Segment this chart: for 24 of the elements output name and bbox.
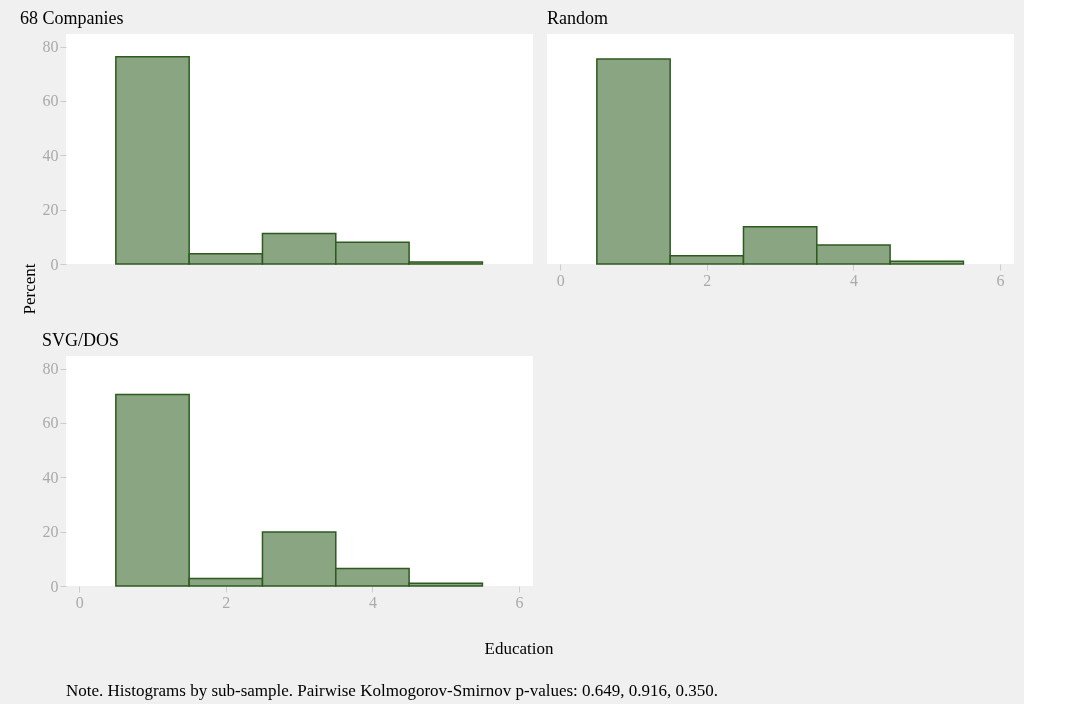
y-tick-label: 60 bbox=[42, 92, 59, 110]
x-tick-label: 6 bbox=[996, 271, 1005, 289]
y-tick-label: 0 bbox=[50, 255, 59, 273]
x-tick-label: 0 bbox=[556, 271, 565, 289]
y-tick-label: 0 bbox=[50, 577, 59, 595]
x-tick-label: 0 bbox=[75, 593, 84, 611]
y-axis-title: Percent bbox=[19, 263, 39, 315]
chart-title: 68 Companies bbox=[20, 8, 124, 28]
y-tick-label: 20 bbox=[42, 201, 59, 219]
x-tick-label: 4 bbox=[849, 271, 858, 289]
x-axis-title: Education bbox=[484, 638, 554, 658]
x-tick-label: 2 bbox=[222, 593, 231, 611]
chart-title: Random bbox=[547, 8, 608, 28]
y-tick-label: 80 bbox=[42, 38, 59, 56]
y-tick-label: 80 bbox=[42, 360, 59, 378]
x-tick-label: 6 bbox=[515, 593, 524, 611]
y-tick-label: 40 bbox=[42, 468, 59, 486]
chart-title: SVG/DOS bbox=[42, 330, 120, 350]
y-tick-label: 20 bbox=[42, 523, 59, 541]
x-tick-label: 2 bbox=[703, 271, 712, 289]
text: Note. Histograms by sub-sample. Pairwise Kolmogorov-Smirnov p-values: 0.649, 0.916, 0.350. bbox=[66, 681, 719, 700]
y-tick-label: 60 bbox=[42, 414, 59, 432]
y-tick-label: 40 bbox=[42, 146, 59, 164]
x-tick-label: 4 bbox=[368, 593, 377, 611]
